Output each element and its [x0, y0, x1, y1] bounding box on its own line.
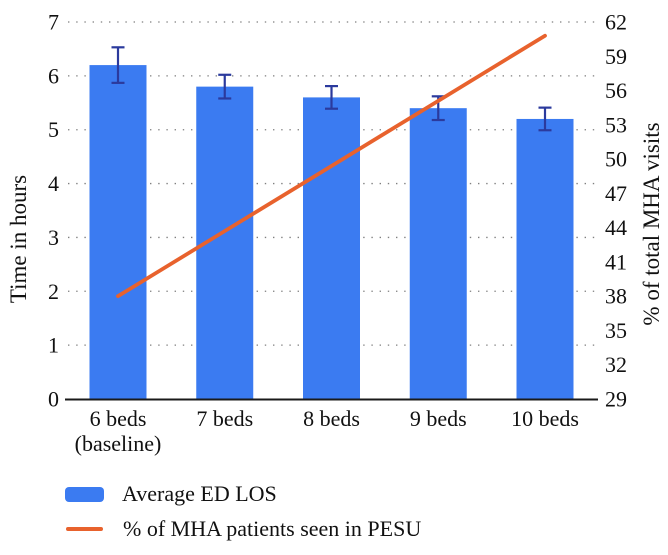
error-bar-5: [538, 106, 552, 132]
right-tick-label-62: 62: [605, 10, 627, 35]
bar-10-beds: [516, 118, 574, 399]
right-tick-label-38: 38: [605, 284, 627, 309]
right-tick-label-47: 47: [605, 181, 627, 206]
right-tick-label-32: 32: [605, 352, 627, 377]
right-axis-title: % of total MHA visits: [639, 122, 664, 326]
category-label-1-line2: (baseline): [75, 431, 162, 456]
category-label-2: 7 beds: [196, 406, 253, 431]
left-tick-label-1: 1: [48, 333, 59, 358]
line-series-swatch: [66, 527, 103, 531]
left-axis-title: Time in hours: [6, 174, 31, 304]
left-tick-label-3: 3: [48, 225, 59, 250]
left-tick-label-2: 2: [48, 279, 59, 304]
right-tick-label-56: 56: [605, 78, 627, 103]
legend-item-line-series: % of MHA patients seen in PESU: [65, 517, 421, 541]
legend-item-bar-series: Average ED LOS: [65, 482, 421, 506]
error-bar-1: [111, 46, 125, 84]
left-tick-label-0: 0: [48, 387, 59, 412]
bar-8-beds: [303, 97, 360, 400]
left-tick-label-7: 7: [48, 10, 59, 35]
right-tick-label-53: 53: [605, 112, 627, 137]
pesu-trend-line: [116, 33, 547, 299]
legend-label-line-series: % of MHA patients seen in PESU: [123, 516, 422, 541]
category-label-4: 9 beds: [410, 406, 467, 431]
right-tick-label-29: 29: [605, 387, 627, 412]
right-tick-label-50: 50: [605, 147, 627, 172]
category-label-1: 6 beds: [90, 406, 147, 431]
bar-9-beds: [409, 108, 467, 400]
legend: Average ED LOS % of MHA patients seen in…: [65, 482, 421, 541]
category-label-3: 8 beds: [303, 406, 360, 431]
error-bar-2: [218, 73, 232, 100]
left-tick-label-5: 5: [48, 117, 59, 142]
legend-label-bar-series: Average ED LOS: [122, 481, 277, 506]
category-label-5: 10 beds: [511, 406, 579, 431]
right-tick-label-35: 35: [605, 318, 627, 343]
left-tick-label-6: 6: [48, 63, 59, 88]
right-tick-label-41: 41: [605, 249, 627, 274]
bar-6-beds-baseline-: [89, 65, 147, 399]
error-bar-3: [325, 84, 338, 110]
right-tick-label-59: 59: [605, 44, 627, 69]
left-tick-label-4: 4: [48, 171, 59, 196]
bar-series-swatch: [65, 486, 104, 502]
right-tick-label-44: 44: [605, 215, 627, 240]
